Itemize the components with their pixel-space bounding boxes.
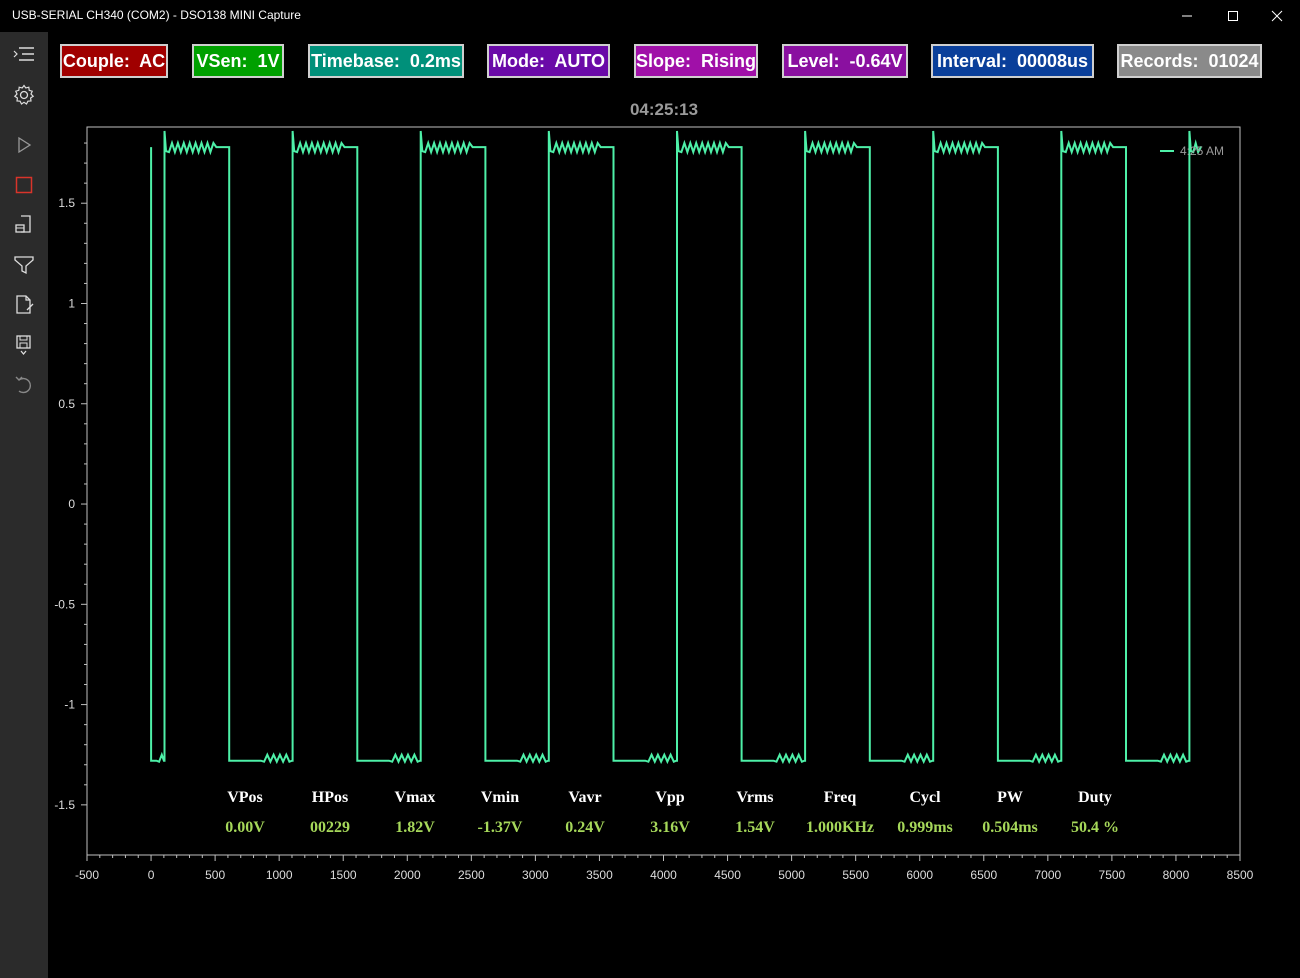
stop-button[interactable]	[8, 169, 40, 201]
x-tick-label: 1500	[330, 868, 357, 882]
legend-swatch	[1160, 150, 1174, 152]
y-tick-label: -1	[64, 698, 75, 712]
x-tick-label: -500	[75, 868, 99, 882]
x-tick-label: 500	[205, 868, 225, 882]
y-tick-label: 0	[68, 497, 75, 511]
minimize-icon	[1182, 15, 1192, 17]
undo-button[interactable]	[8, 369, 40, 401]
mode-badge: Mode: AUTO	[487, 44, 610, 78]
chart-legend: 4:25 AM	[1160, 144, 1224, 158]
capture-icon	[15, 215, 31, 233]
stat-header-vpp: Vpp	[655, 789, 685, 806]
y-tick-label: -1.5	[54, 798, 75, 812]
save-button[interactable]	[8, 329, 40, 361]
export-button[interactable]	[8, 289, 40, 321]
stat-value-freq: 1.000KHz	[806, 819, 874, 836]
stat-value-duty: 50.4 %	[1071, 819, 1119, 836]
play-icon	[18, 136, 32, 154]
interval-label: Interval: 00008us	[936, 50, 1089, 71]
x-tick-label: 3000	[522, 868, 549, 882]
timebase-label: Timebase: 0.2ms	[311, 50, 461, 71]
waveform-series-line	[150, 130, 1202, 765]
x-tick-label: 2500	[458, 868, 485, 882]
gear-icon	[13, 84, 35, 105]
couple-label: Couple: AC	[62, 50, 166, 71]
x-tick-label: 8000	[1163, 868, 1190, 882]
title-bar: USB-SERIAL CH340 (COM2) - DSO138 MINI Ca…	[0, 0, 1300, 32]
save-icon	[16, 335, 31, 356]
stat-header-vpos: VPos	[227, 789, 263, 806]
stat-value-vavr: 0.24V	[565, 819, 605, 836]
level-badge: Level: -0.64V	[782, 44, 908, 78]
menu-button[interactable]	[8, 38, 40, 70]
filter-icon	[14, 256, 34, 275]
trigger-button[interactable]	[8, 249, 40, 281]
capture-time: 04:25:13	[629, 100, 699, 119]
couple-badge: Couple: AC	[60, 44, 168, 78]
x-tick-label: 5500	[842, 868, 869, 882]
x-tick-label: 0	[148, 868, 155, 882]
stat-header-hpos: HPos	[311, 789, 349, 806]
stat-header-duty: Duty	[1078, 789, 1112, 806]
vsen-label: VSen: 1V	[196, 50, 280, 71]
export-icon	[16, 295, 34, 314]
stat-value-pw: 0.504ms	[982, 819, 1038, 836]
stat-value-vpp: 3.16V	[650, 819, 690, 836]
slope-badge: Slope: Rising	[634, 44, 758, 78]
undo-icon	[15, 376, 31, 394]
legend-label: 4:25 AM	[1180, 144, 1225, 158]
x-tick-label: 1000	[266, 868, 293, 882]
stat-value-vmin: -1.37V	[477, 819, 523, 836]
window-title: USB-SERIAL CH340 (COM2) - DSO138 MINI Ca…	[12, 8, 301, 22]
stop-icon	[15, 176, 33, 194]
x-tick-label: 6500	[970, 868, 997, 882]
mode-label: Mode: AUTO	[492, 50, 605, 71]
x-tick-label: 4000	[650, 868, 677, 882]
records-label: Records: 01024	[1120, 50, 1259, 71]
slope-label: Slope: Rising	[636, 50, 757, 71]
y-tick-label: 1	[68, 296, 75, 310]
level-label: Level: -0.64V	[787, 50, 903, 71]
settings-button[interactable]	[8, 79, 40, 111]
timebase-badge: Timebase: 0.2ms	[308, 44, 464, 78]
maximize-button[interactable]	[1210, 0, 1256, 32]
x-tick-label: 6000	[906, 868, 933, 882]
stat-header-vmin: Vmin	[480, 789, 520, 806]
x-tick-label: 4500	[714, 868, 741, 882]
stat-header-vrms: Vrms	[736, 789, 774, 806]
x-tick-label: 2000	[394, 868, 421, 882]
close-icon	[1271, 10, 1283, 22]
x-tick-label: 7000	[1034, 868, 1061, 882]
y-tick-label: -0.5	[54, 597, 75, 611]
run-button[interactable]	[8, 129, 40, 161]
x-tick-label: 3500	[586, 868, 613, 882]
plot-frame	[86, 126, 1241, 856]
maximize-icon	[1228, 11, 1238, 21]
sidebar	[0, 32, 48, 978]
stat-header-cycl: Cycl	[909, 789, 941, 806]
stat-header-freq: Freq	[823, 789, 857, 806]
close-button[interactable]	[1254, 0, 1300, 32]
y-tick-label: 1.5	[58, 196, 75, 210]
x-tick-label: 8500	[1227, 868, 1254, 882]
stat-header-pw: PW	[997, 789, 1023, 806]
menu-icon	[13, 47, 34, 61]
stat-value-vrms: 1.54V	[735, 819, 775, 836]
stat-header-vavr: Vavr	[568, 789, 602, 806]
stat-value-hpos: 00229	[310, 819, 350, 836]
capture-button[interactable]	[8, 209, 40, 241]
records-badge: Records: 01024	[1117, 44, 1262, 78]
stat-value-cycl: 0.999ms	[897, 819, 953, 836]
minimize-button[interactable]	[1164, 0, 1210, 32]
stat-value-vpos: 0.00V	[225, 819, 265, 836]
vsen-badge: VSen: 1V	[192, 44, 284, 78]
stat-value-vmax: 1.82V	[395, 819, 435, 836]
interval-badge: Interval: 00008us	[931, 44, 1094, 78]
stat-header-vmax: Vmax	[394, 789, 436, 806]
y-tick-label: 0.5	[58, 397, 75, 411]
x-tick-label: 7500	[1099, 868, 1126, 882]
x-tick-label: 5000	[778, 868, 805, 882]
